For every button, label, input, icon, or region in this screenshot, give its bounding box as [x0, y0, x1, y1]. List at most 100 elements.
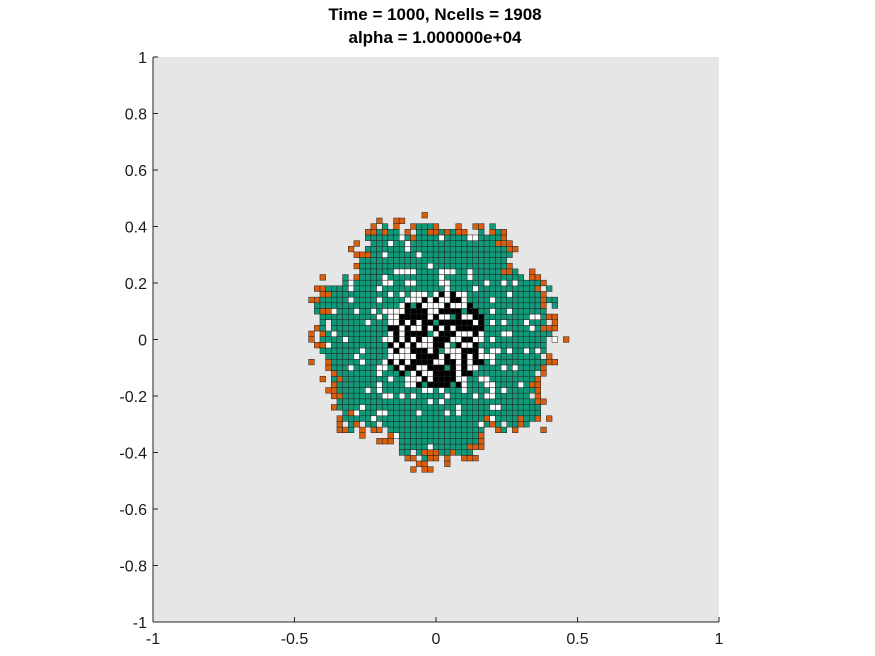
cell	[512, 421, 519, 428]
cell	[381, 285, 389, 292]
cell	[427, 364, 434, 371]
cell	[506, 409, 513, 417]
cell	[353, 330, 360, 337]
cell	[483, 364, 491, 371]
cell	[348, 296, 355, 304]
cell	[365, 342, 372, 349]
cell	[500, 279, 507, 287]
cell	[438, 443, 445, 450]
cell	[478, 409, 485, 417]
cell	[512, 392, 519, 400]
cell	[523, 308, 530, 315]
cell	[415, 296, 423, 304]
cell	[381, 398, 389, 405]
cell	[438, 246, 445, 253]
cell	[461, 387, 468, 394]
cell	[421, 279, 428, 287]
cell	[359, 313, 366, 320]
cell	[489, 409, 496, 417]
cell	[449, 359, 457, 366]
cell	[523, 392, 530, 400]
cell	[483, 353, 491, 360]
cell	[529, 415, 536, 422]
cell	[325, 308, 332, 315]
cell	[483, 240, 491, 247]
cell	[398, 296, 406, 304]
cell	[466, 313, 474, 320]
cell	[404, 347, 411, 354]
cell	[432, 375, 440, 383]
cell	[500, 291, 507, 298]
cell	[370, 274, 377, 281]
cell	[455, 302, 462, 309]
cell	[483, 308, 491, 315]
cell	[410, 308, 417, 315]
cell	[500, 229, 507, 236]
cell	[387, 364, 394, 371]
cell	[461, 415, 468, 422]
cell	[331, 285, 338, 292]
cell	[404, 302, 411, 309]
cell	[319, 336, 326, 343]
cell	[359, 296, 366, 304]
cell	[461, 229, 468, 236]
cell	[495, 364, 502, 371]
cell	[466, 387, 474, 394]
cell	[421, 387, 428, 394]
cell	[461, 330, 468, 337]
cell	[410, 342, 417, 349]
cell	[404, 279, 411, 287]
cell	[393, 234, 400, 241]
cell	[478, 375, 485, 383]
cell	[461, 364, 468, 371]
cell	[421, 409, 428, 417]
cell	[353, 409, 360, 417]
cell	[449, 246, 457, 253]
cell	[455, 279, 462, 287]
cell	[381, 342, 389, 349]
cell	[495, 291, 502, 298]
cell	[325, 347, 332, 354]
cell	[455, 291, 462, 298]
cell	[427, 449, 434, 456]
cell	[461, 443, 468, 450]
cell	[381, 381, 389, 388]
cell	[348, 302, 355, 309]
cell	[472, 387, 479, 394]
cell	[432, 426, 440, 433]
cell	[444, 392, 451, 400]
cell	[421, 398, 428, 405]
cell	[523, 398, 530, 405]
cell	[540, 342, 547, 349]
cell	[495, 375, 502, 383]
cell	[478, 279, 485, 287]
cell	[517, 370, 524, 377]
cell	[438, 409, 445, 417]
cell	[432, 443, 440, 450]
cell	[483, 381, 491, 388]
cell	[393, 274, 400, 281]
cell	[506, 319, 513, 326]
cell	[438, 257, 445, 264]
cell	[398, 319, 406, 326]
cell	[449, 342, 457, 349]
cell	[500, 251, 507, 258]
y-tick-label: -0.8	[119, 559, 147, 576]
cell	[336, 404, 343, 411]
cell	[534, 375, 541, 383]
cell	[376, 415, 383, 422]
cell	[319, 274, 326, 281]
cell	[461, 342, 468, 349]
cell	[387, 325, 394, 332]
cell	[404, 426, 411, 433]
cell	[483, 398, 491, 405]
cell	[381, 291, 389, 298]
cell	[489, 336, 496, 343]
cell	[500, 336, 507, 343]
cell	[432, 325, 440, 332]
cell	[381, 246, 389, 253]
cell	[529, 325, 536, 332]
cell	[381, 325, 389, 332]
cell	[432, 262, 440, 270]
cell	[449, 387, 457, 394]
